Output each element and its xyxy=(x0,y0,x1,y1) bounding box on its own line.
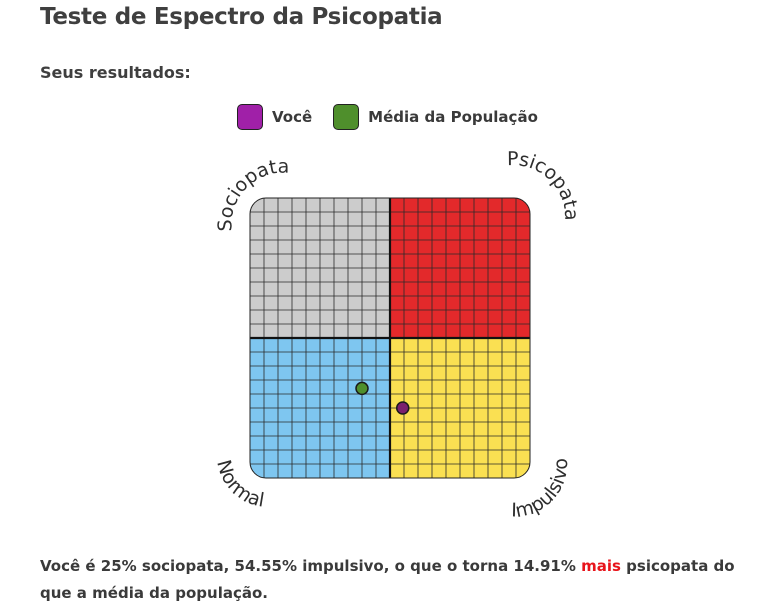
data-point-population xyxy=(355,381,369,396)
summary-text-end: psicopata do que a média da população. xyxy=(40,557,735,602)
chart-points xyxy=(355,381,410,415)
legend-label-you: Você xyxy=(272,108,313,126)
page-title: Teste de Espectro da Psicopatia xyxy=(40,4,443,30)
chart-border xyxy=(249,197,531,479)
data-point-you xyxy=(395,401,410,415)
chart-legend: Você Média da População xyxy=(237,101,559,133)
legend-item-population: Média da População xyxy=(333,104,538,130)
summary-text-start: Você é 25% sociopata, 54.55% impulsivo, … xyxy=(40,557,582,575)
results-heading: Seus resultados: xyxy=(40,63,191,82)
legend-item-you: Você xyxy=(237,104,312,130)
result-summary: Você é 25% sociopata, 54.55% impulsivo, … xyxy=(40,553,750,607)
summary-highlight: mais xyxy=(581,557,621,575)
legend-label-population: Média da População xyxy=(368,108,538,126)
legend-swatch-you xyxy=(237,104,263,130)
legend-swatch-population xyxy=(333,104,360,130)
